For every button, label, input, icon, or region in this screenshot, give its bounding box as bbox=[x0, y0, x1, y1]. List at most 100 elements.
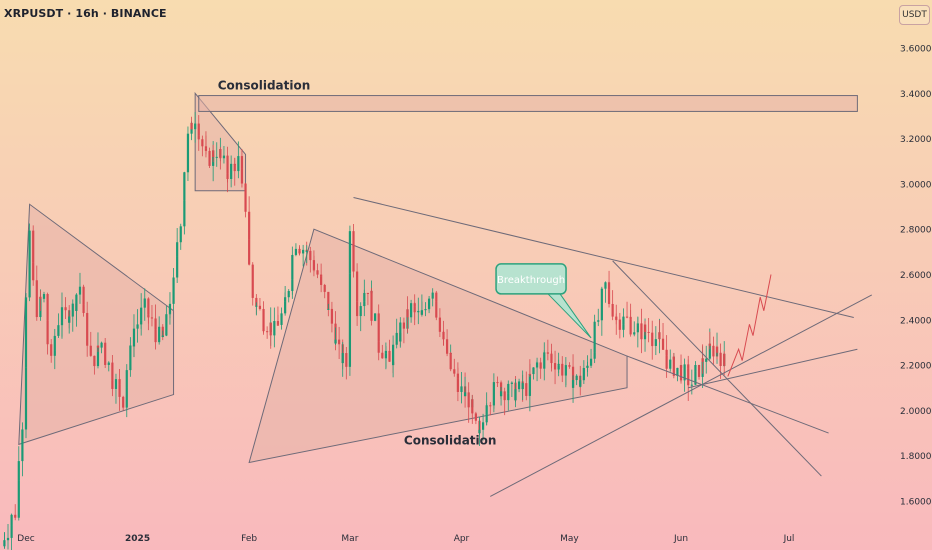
candle-body bbox=[338, 339, 341, 345]
candle-body bbox=[575, 375, 578, 381]
trendline[interactable] bbox=[353, 197, 854, 319]
candle-body bbox=[125, 370, 128, 388]
candles-layer bbox=[3, 111, 726, 550]
candle-body bbox=[150, 317, 154, 319]
candle-body bbox=[417, 310, 420, 313]
candle-body bbox=[435, 292, 438, 302]
candle-body bbox=[312, 269, 316, 271]
trendline[interactable] bbox=[626, 355, 829, 434]
candle-body bbox=[71, 303, 74, 317]
candle-body bbox=[399, 322, 402, 342]
candle-body bbox=[550, 354, 553, 364]
callout-box[interactable] bbox=[495, 263, 567, 295]
candle-body bbox=[625, 316, 629, 318]
candle-body bbox=[190, 122, 193, 130]
candle-body bbox=[287, 291, 290, 298]
candle-body bbox=[593, 321, 596, 353]
candle-body bbox=[507, 383, 510, 394]
candle-body bbox=[186, 133, 190, 173]
candle-body bbox=[402, 322, 406, 329]
pattern-fill-layer bbox=[18, 91, 858, 464]
candle-body bbox=[154, 329, 157, 343]
candle-body bbox=[507, 393, 510, 401]
candle-body bbox=[539, 362, 542, 369]
x-tick-label: May bbox=[560, 534, 579, 544]
consolidation-zone[interactable] bbox=[198, 95, 858, 112]
candle-body bbox=[496, 382, 499, 384]
candle-body bbox=[219, 149, 222, 159]
candle-body bbox=[248, 211, 251, 240]
candle-body bbox=[294, 248, 298, 255]
candle-body bbox=[17, 461, 20, 481]
candle-body bbox=[244, 183, 247, 212]
candle-body bbox=[183, 172, 186, 201]
candle-body bbox=[89, 345, 92, 354]
candle-body bbox=[176, 256, 179, 278]
candle-body bbox=[723, 353, 726, 366]
y-tick-label: 2.2000 bbox=[900, 362, 932, 372]
trendline[interactable] bbox=[612, 260, 822, 477]
candle-body bbox=[280, 313, 283, 325]
candle-body bbox=[240, 156, 244, 169]
candle-body bbox=[489, 405, 492, 407]
candle-body bbox=[712, 345, 715, 357]
candle-body bbox=[413, 306, 416, 313]
candle-body bbox=[111, 380, 114, 389]
candle-body bbox=[672, 356, 675, 376]
candle-body bbox=[46, 294, 49, 321]
triangle-pattern[interactable] bbox=[18, 203, 175, 446]
candle-body bbox=[615, 319, 618, 321]
candle-body bbox=[363, 301, 366, 307]
candle-body bbox=[517, 381, 521, 390]
candle-body bbox=[305, 250, 308, 252]
candle-body bbox=[251, 264, 254, 298]
candle-body bbox=[510, 382, 513, 384]
candle-body bbox=[197, 135, 200, 140]
candle-body bbox=[197, 123, 200, 136]
candle-body bbox=[262, 327, 265, 332]
candle-body bbox=[21, 429, 24, 462]
candle-body bbox=[309, 250, 312, 261]
candle-body bbox=[532, 367, 535, 375]
projection-path[interactable] bbox=[727, 274, 772, 377]
candle-body bbox=[676, 367, 679, 376]
candle-body bbox=[78, 286, 82, 295]
candle-body bbox=[60, 307, 64, 323]
candle-body bbox=[341, 353, 344, 364]
candle-body bbox=[86, 312, 89, 346]
candle-body bbox=[424, 309, 427, 311]
candle-body bbox=[427, 298, 431, 309]
candle-body bbox=[697, 365, 701, 377]
candle-body bbox=[327, 291, 330, 310]
candle-body bbox=[366, 292, 370, 294]
candle-body bbox=[129, 345, 132, 371]
candle-body bbox=[32, 230, 35, 263]
candle-body bbox=[694, 365, 697, 372]
candle-body bbox=[553, 363, 557, 370]
x-tick-label: Dec bbox=[17, 534, 34, 544]
y-tick-label: 1.6000 bbox=[900, 498, 932, 508]
candle-body bbox=[330, 308, 334, 324]
candle-body bbox=[604, 282, 607, 289]
candle-body bbox=[122, 396, 125, 408]
candle-body bbox=[708, 343, 711, 346]
trendline[interactable] bbox=[688, 348, 858, 389]
currency-badge[interactable]: USDT bbox=[899, 5, 930, 25]
trendline[interactable] bbox=[490, 294, 873, 497]
candle-body bbox=[582, 367, 585, 381]
candle-body bbox=[352, 231, 355, 272]
candle-body bbox=[334, 339, 337, 344]
candle-body bbox=[651, 340, 654, 346]
trendlines-layer[interactable]: Consolidation Consolidation Breakthrough bbox=[218, 79, 873, 497]
candle-body bbox=[381, 352, 384, 359]
candle-body bbox=[179, 226, 182, 243]
candle-body bbox=[118, 379, 121, 385]
candle-body bbox=[39, 296, 42, 299]
candle-body bbox=[409, 303, 413, 318]
candle-body bbox=[622, 316, 625, 325]
candle-body bbox=[118, 384, 121, 397]
candle-body bbox=[96, 345, 100, 348]
y-tick-label: 2.6000 bbox=[900, 271, 932, 281]
candle-body bbox=[104, 342, 107, 356]
